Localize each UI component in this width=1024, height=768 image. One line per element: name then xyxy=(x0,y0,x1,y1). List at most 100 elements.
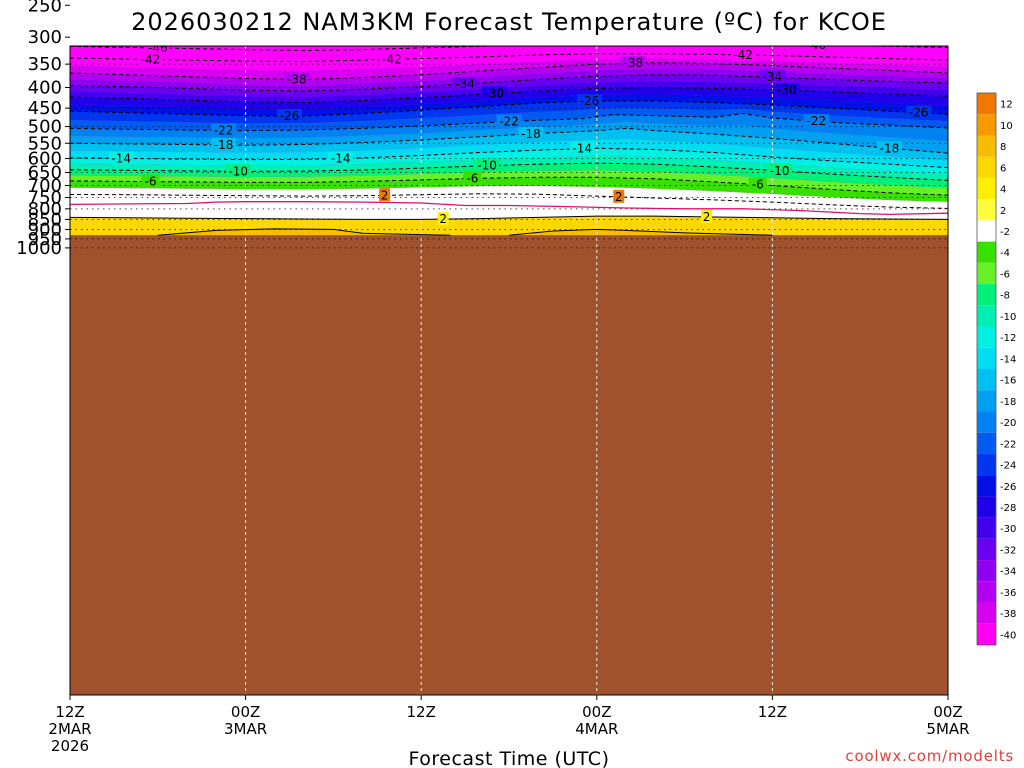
colorbar-bin xyxy=(977,475,996,497)
colorbar-bin xyxy=(977,390,996,412)
contour-label: -34 xyxy=(455,77,475,91)
colorbar-label: -12 xyxy=(1000,333,1016,344)
colorbar-label: 6 xyxy=(1000,163,1006,174)
contour-label: -14 xyxy=(572,142,592,156)
colorbar-bin xyxy=(977,453,996,476)
contour-label-bg xyxy=(108,151,134,165)
y-tick-label: 750 xyxy=(28,188,62,209)
contour-label-bg xyxy=(474,158,500,172)
contour-label: 2 xyxy=(439,212,447,226)
contour-label-bg xyxy=(576,94,602,108)
isotherm-line xyxy=(70,215,948,220)
colorbar-bin xyxy=(977,411,996,433)
contour-label: -22 xyxy=(806,114,826,128)
contour-label: -10 xyxy=(477,159,497,173)
colorbar: 12 10 8 6 4 2 -2 -4 -6 -8 -10 -12 -14 -16 -18 -20 -22 -24… xyxy=(976,92,1016,646)
contour-label-bg xyxy=(804,0,829,3)
y-tick-label: 450 xyxy=(28,98,62,119)
contour-label-bg xyxy=(774,83,800,97)
colorbar-label: -10 xyxy=(1000,312,1016,323)
contour-label-bg xyxy=(277,109,302,123)
colorbar-bin xyxy=(977,623,996,645)
temperature-band xyxy=(70,46,948,57)
colorbar-label: 12 xyxy=(1000,100,1013,111)
colorbar-label: -40 xyxy=(1000,630,1016,641)
colorbar-label: -14 xyxy=(1000,354,1016,365)
y-tick-label: 400 xyxy=(28,78,62,99)
contour-label: -46 xyxy=(806,38,826,52)
plot-frame xyxy=(69,45,949,696)
temperature-band xyxy=(70,0,948,7)
contour-label: 2 xyxy=(703,210,711,224)
colorbar-label: -6 xyxy=(1000,269,1010,280)
colorbar-label: -16 xyxy=(1000,376,1016,387)
colorbar-bin xyxy=(977,262,996,285)
temperature-band xyxy=(70,46,948,51)
y-axis: 250 300 350 4004505005506006507007508008509… xyxy=(16,0,70,259)
contour-label: -10 xyxy=(228,164,248,178)
contour-label: -42 xyxy=(141,52,161,66)
contour-label: -42 xyxy=(733,48,753,62)
contour-label-bg xyxy=(518,126,544,140)
contour-label: -22 xyxy=(499,115,519,129)
contour-label-bg xyxy=(481,86,507,100)
isotherm-line xyxy=(508,228,773,236)
x-axis-label: Forecast Time (UTC) xyxy=(409,748,610,768)
colorbar-bin xyxy=(977,432,996,454)
contour-label-bg xyxy=(496,114,522,128)
colorbar-bin xyxy=(977,602,996,624)
colorbar-bin xyxy=(977,284,996,306)
y-tick-label: 350 xyxy=(28,54,62,75)
contour-label: -18 xyxy=(880,141,900,155)
colorbar-label: -28 xyxy=(1000,503,1016,514)
contour-label-bg xyxy=(748,177,767,191)
colorbar-bin xyxy=(977,220,996,242)
y-tick-label: 250 xyxy=(28,0,62,16)
credit-link[interactable]: coolwx.com/modelts xyxy=(845,747,1014,765)
temperature-band xyxy=(70,128,948,161)
colorbar-label: 10 xyxy=(1000,121,1013,132)
y-tick-label: 950 xyxy=(28,229,62,250)
colorbar-label: -34 xyxy=(1000,567,1016,578)
y-tick-label: 650 xyxy=(28,162,62,183)
temperature-band xyxy=(70,163,948,188)
contour-label-bg xyxy=(379,188,391,202)
ground xyxy=(70,235,948,695)
contour-label: -26 xyxy=(280,109,300,123)
contour-label-bg xyxy=(701,209,713,223)
contour-label: 2 xyxy=(615,190,623,204)
x-tick-label: 12Z xyxy=(407,703,436,721)
x-tick-label: 12Z 2MAR 2026 xyxy=(48,703,91,755)
contour-label-bg xyxy=(328,151,354,165)
temperature-band xyxy=(70,121,948,154)
contour-label-bg xyxy=(137,52,163,66)
isotherm-line xyxy=(70,112,948,132)
colorbar-bin xyxy=(977,156,996,178)
x-tick-label: 00Z 5MAR xyxy=(926,703,969,738)
colorbar-bin xyxy=(977,241,996,263)
y-tick-label: 500 xyxy=(28,117,62,138)
contour-label: -58 xyxy=(806,0,826,4)
temperature-band xyxy=(70,87,948,110)
contour-label-bg xyxy=(141,174,160,188)
contour-label: -42 xyxy=(382,52,402,66)
isotherm-line xyxy=(157,228,451,236)
contour-label: -26 xyxy=(909,106,929,120)
contour-label-bg xyxy=(463,171,482,185)
colorbar-bin xyxy=(977,135,996,157)
contour-label-bg xyxy=(803,46,829,51)
contour-label-bg xyxy=(145,46,171,54)
contour-label-bg xyxy=(759,70,785,84)
x-tick-label: 12Z xyxy=(758,703,787,721)
contour-label: -14 xyxy=(111,151,131,165)
colorbar-label: 8 xyxy=(1000,142,1006,153)
x-tick-label: 00Z 3MAR xyxy=(224,703,267,738)
colorbar-label: -30 xyxy=(1000,524,1016,535)
contour-label: -18 xyxy=(214,138,234,152)
contour-label-bg xyxy=(730,47,756,61)
contour-label-bg xyxy=(620,56,646,70)
colorbar-label: 2 xyxy=(1000,206,1006,217)
y-tick-label: 900 xyxy=(28,219,62,240)
y-tick-label: 600 xyxy=(28,148,62,169)
